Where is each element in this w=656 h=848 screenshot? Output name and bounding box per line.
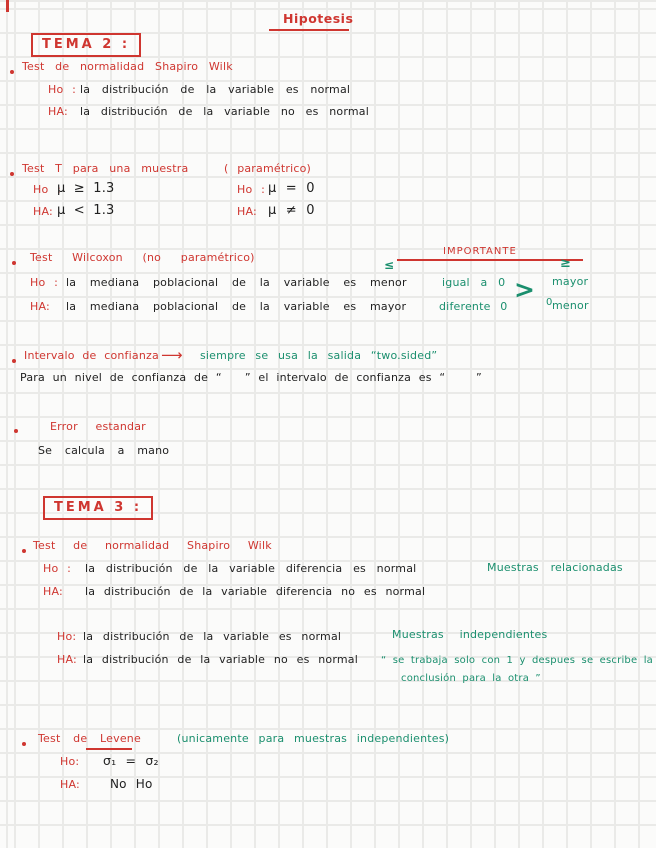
h0-label: Ho : xyxy=(43,562,72,575)
greater-than-symbol: > xyxy=(514,275,536,304)
diferente-annotation: diferente 0 xyxy=(439,300,508,313)
ha-statement: la mediana poblacional de la variable es… xyxy=(66,300,407,313)
geq-symbol: ≥ xyxy=(560,256,572,271)
h0-label-right: Ho : xyxy=(237,183,266,196)
h0-statement: la mediana poblacional de la variable es… xyxy=(66,276,407,289)
igual-annotation: igual a 0 xyxy=(442,276,506,289)
menor-annotation: menor xyxy=(552,299,589,312)
ha-expression: No Ho xyxy=(110,777,153,791)
independientes-quote-line1: “ se trabaja solo con 1 y despues se esc… xyxy=(381,655,654,666)
ha-statement: la distribución de la variable diferenci… xyxy=(85,585,426,598)
ha-right-expression: μ ≠ 0 xyxy=(268,203,315,218)
ha-label: HA: xyxy=(48,105,68,118)
wilcoxon-heading: Test Wilcoxon (no paramétrico) xyxy=(30,251,255,264)
h0-expression: σ₁ = σ₂ xyxy=(103,753,159,768)
intervalo-detail: Para un nivel de confianza de “ ” el int… xyxy=(20,371,482,384)
shapiro3-heading: Test de normalidad Shapiro Wilk xyxy=(33,539,272,552)
ha-label: HA: xyxy=(43,585,63,598)
bullet-icon xyxy=(10,70,14,74)
tema2-box: TEMA 2 : xyxy=(31,33,142,57)
levene-heading: Test de Levene xyxy=(38,732,141,745)
tema3-box: TEMA 3 : xyxy=(43,496,154,520)
test-t-heading: Test T para una muestra xyxy=(22,162,189,175)
ha-label: HA: xyxy=(30,300,50,313)
bullet-icon xyxy=(22,742,26,746)
test-t-parens: ( paramétrico) xyxy=(224,162,312,175)
importante-label: IMPORTANTE xyxy=(443,246,517,257)
importante-underline xyxy=(397,259,583,261)
h0-label: Ho : xyxy=(30,276,59,289)
ha-statement: la distribución de la variable no es nor… xyxy=(80,105,369,118)
levene-note: (unicamente para muestras independientes… xyxy=(177,732,450,745)
h0-right-expression: μ = 0 xyxy=(268,181,315,196)
shapiro2-heading: Test de normalidad Shapiro Wilk xyxy=(22,60,233,73)
h0-statement: la distribución de la variable diferenci… xyxy=(85,562,417,575)
bullet-icon xyxy=(14,429,18,433)
levene-underline xyxy=(86,748,132,750)
intervalo-heading: Intervalo de confianza xyxy=(24,349,159,362)
error-heading: Error estandar xyxy=(50,420,146,433)
muestras-relacionadas-note: Muestras relacionadas xyxy=(487,561,623,574)
leq-symbol: ≤ xyxy=(384,258,395,272)
margin-tick xyxy=(6,0,9,12)
ha-left-expression: μ < 1.3 xyxy=(57,203,115,218)
h0-label: Ho : xyxy=(48,83,77,96)
h0-statement: la distribución de la variable es normal xyxy=(83,630,342,643)
mayor-annotation: mayor xyxy=(552,275,589,288)
bullet-icon xyxy=(12,359,16,363)
intervalo-note: siempre se usa la salida “two.sided” xyxy=(200,349,438,362)
ha-label-right: HA: xyxy=(237,205,257,218)
error-detail: Se calcula a mano xyxy=(38,444,170,457)
bullet-icon xyxy=(10,172,14,176)
greater-than-zero: 0 xyxy=(546,297,553,308)
ha-statement: la distribución de la variable no es nor… xyxy=(83,653,358,666)
arrow-icon: ⟶ xyxy=(161,346,183,364)
muestras-independientes-note: Muestras independientes xyxy=(392,628,548,641)
ha-label: HA: xyxy=(57,653,77,666)
bullet-icon xyxy=(22,549,26,553)
ha-label: HA: xyxy=(60,778,80,791)
bullet-icon xyxy=(12,261,16,265)
h0-label: Ho : xyxy=(33,183,62,196)
h0-label: Ho: xyxy=(57,630,77,643)
h0-label: Ho: xyxy=(60,755,80,768)
title-underline xyxy=(269,29,349,31)
h0-left-expression: μ ≥ 1.3 xyxy=(57,181,115,196)
independientes-quote-line2: conclusión para la otra ” xyxy=(401,673,541,684)
page-title: Hipotesis xyxy=(283,11,354,26)
h0-statement: la distribución de la variable es normal xyxy=(80,83,351,96)
ha-label: HA: xyxy=(33,205,53,218)
